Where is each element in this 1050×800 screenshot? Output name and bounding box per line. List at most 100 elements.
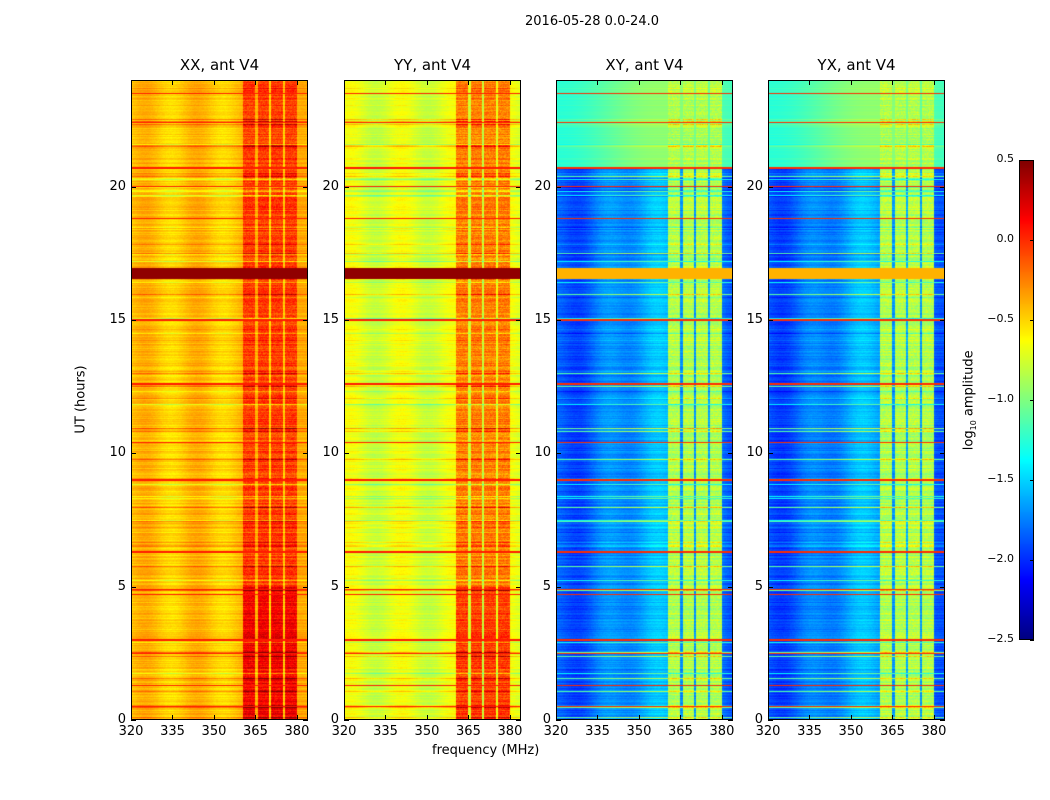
y-tick-1-0	[344, 720, 349, 721]
x-tick-2-1	[597, 715, 599, 720]
x-tick-top-3-1	[809, 80, 811, 85]
x-tick-label-3-0: 320	[755, 724, 781, 739]
x-tick-0-4	[296, 715, 298, 720]
y-tick-right-2-1	[728, 586, 733, 588]
x-tick-1-0	[344, 715, 345, 720]
y-tick-right-3-0	[940, 720, 945, 721]
y-tick-right-2-2	[728, 453, 733, 455]
x-tick-label-3-2: 350	[838, 724, 864, 739]
colorbar-tick-label-5: −2.0	[987, 552, 1014, 565]
x-tick-label-0-0: 320	[118, 724, 144, 739]
y-tick-1-3	[344, 320, 349, 321]
colorbar-tick-label-4: −1.5	[987, 472, 1014, 485]
y-tick-0-3	[131, 320, 136, 321]
x-tick-label-2-1: 335	[585, 724, 610, 739]
x-tick-top-2-2	[638, 80, 640, 85]
y-tick-label-1-2: 10	[322, 445, 339, 461]
x-tick-top-1-3	[468, 80, 470, 85]
colorbar-tick-4	[1030, 480, 1034, 481]
x-tick-label-2-0: 320	[543, 724, 569, 739]
figure-title: 2016-05-28 0.0-24.0	[525, 14, 659, 29]
x-tick-top-0-0	[131, 80, 132, 85]
y-tick-right-3-2	[940, 453, 945, 455]
x-tick-1-1	[385, 715, 387, 720]
y-tick-label-3-0: 0	[754, 712, 763, 727]
panel-title-3: YX, ant V4	[817, 56, 896, 74]
y-tick-label-2-4: 20	[534, 178, 551, 194]
x-tick-top-3-2	[850, 80, 852, 85]
colorbar-tick-0	[1030, 160, 1034, 161]
x-tick-top-0-3	[255, 80, 257, 85]
y-tick-right-2-4	[728, 186, 733, 188]
x-tick-0-2	[213, 715, 215, 720]
y-tick-3-0	[768, 720, 773, 721]
y-tick-3-2	[768, 453, 773, 455]
colorbar-label: log10 amplitude	[961, 350, 979, 451]
colorbar-tick-5	[1030, 560, 1034, 561]
heatmap-3	[768, 80, 945, 720]
x-tick-top-1-1	[385, 80, 387, 85]
panel-title-2: XY, ant V4	[605, 56, 684, 74]
x-tick-label-2-3: 365	[668, 724, 693, 739]
colorbar-tick-label-1: 0.0	[996, 232, 1015, 245]
x-tick-label-0-3: 365	[243, 724, 268, 739]
y-tick-3-4	[768, 186, 773, 188]
y-tick-2-3	[556, 320, 561, 321]
colorbar-tick-2	[1030, 320, 1034, 321]
y-tick-label-0-4: 20	[109, 178, 126, 194]
y-tick-label-1-0: 0	[330, 712, 339, 727]
y-tick-label-3-2: 10	[746, 445, 763, 461]
x-tick-3-0	[768, 715, 769, 720]
x-tick-0-1	[172, 715, 174, 720]
y-tick-label-0-0: 0	[117, 712, 126, 727]
y-tick-right-1-1	[516, 586, 521, 588]
x-tick-label-3-1: 335	[797, 724, 822, 739]
y-tick-label-2-2: 10	[534, 445, 551, 461]
y-tick-2-2	[556, 453, 561, 455]
y-tick-1-4	[344, 186, 349, 188]
y-tick-label-3-4: 20	[746, 178, 763, 194]
y-tick-0-1	[131, 586, 136, 588]
y-tick-0-4	[131, 186, 136, 188]
colorbar-tick-label-3: −1.0	[987, 392, 1014, 405]
panel-title-1: YY, ant V4	[393, 56, 472, 74]
y-tick-right-0-3	[303, 320, 308, 321]
y-tick-1-2	[344, 453, 349, 455]
x-tick-3-4	[933, 715, 935, 720]
panel-frame-1	[344, 80, 521, 720]
x-tick-label-1-2: 350	[414, 724, 440, 739]
x-tick-3-3	[892, 715, 894, 720]
y-tick-label-2-3: 15	[534, 312, 551, 327]
y-tick-right-0-0	[303, 720, 308, 721]
x-tick-top-3-3	[892, 80, 894, 85]
y-tick-2-4	[556, 186, 561, 188]
y-tick-right-2-0	[728, 720, 733, 721]
y-tick-label-0-2: 10	[109, 445, 126, 461]
y-tick-right-2-3	[728, 320, 733, 321]
x-tick-3-1	[809, 715, 811, 720]
x-tick-label-3-3: 365	[880, 724, 905, 739]
y-tick-right-1-2	[516, 453, 521, 455]
y-tick-2-0	[556, 720, 561, 721]
y-tick-3-3	[768, 320, 773, 321]
y-tick-0-0	[131, 720, 136, 721]
x-tick-label-2-4: 380	[709, 724, 735, 739]
colorbar	[1019, 160, 1034, 640]
y-tick-right-0-1	[303, 586, 308, 588]
x-tick-2-4	[721, 715, 723, 720]
y-tick-label-3-1: 5	[754, 578, 763, 594]
x-axis-label: frequency (MHz)	[432, 743, 540, 758]
y-tick-1-1	[344, 586, 349, 588]
y-tick-right-1-3	[516, 320, 521, 321]
panel-frame-2	[556, 80, 733, 720]
y-tick-label-3-3: 15	[746, 312, 763, 327]
x-tick-1-2	[426, 715, 428, 720]
x-tick-top-0-4	[296, 80, 298, 85]
y-tick-right-0-4	[303, 186, 308, 188]
x-tick-0-3	[255, 715, 257, 720]
x-tick-label-1-1: 335	[373, 724, 398, 739]
x-tick-label-0-2: 350	[201, 724, 227, 739]
y-tick-label-0-3: 15	[109, 312, 126, 327]
x-tick-top-3-4	[933, 80, 935, 85]
